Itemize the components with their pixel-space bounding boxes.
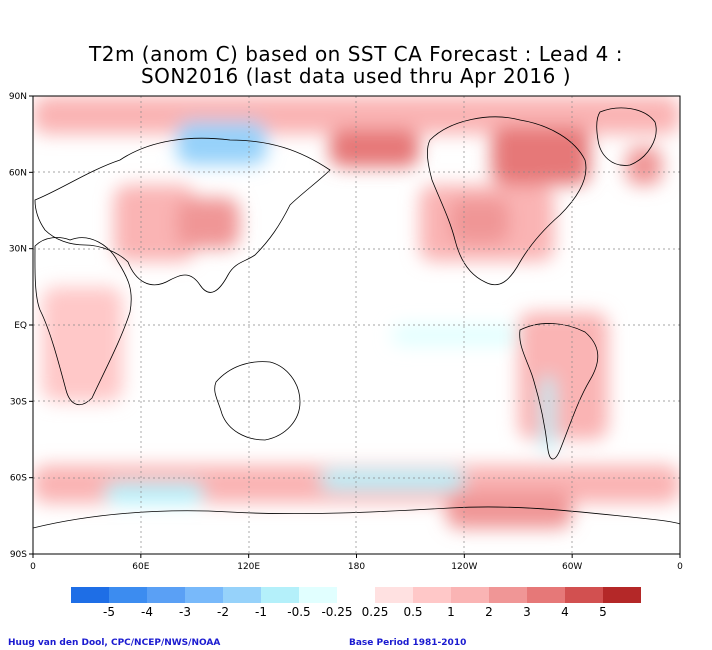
anomaly-region — [518, 312, 609, 440]
coast-africa — [34, 237, 132, 406]
anomaly-region — [113, 185, 195, 262]
anomaly-region — [446, 490, 573, 529]
colorbar-label: -4 — [141, 605, 153, 619]
colorbar-swatch — [413, 587, 451, 603]
colorbar-swatch — [223, 587, 261, 603]
lat-label: 30S — [10, 397, 27, 407]
map-title-line-2: SON2016 (last data used thru Apr 2016 ) — [140, 64, 572, 88]
lon-label: 0 — [677, 562, 683, 572]
colorbar-label: -2 — [217, 605, 229, 619]
anomaly-region — [320, 470, 465, 491]
map-title-line-1: T2m (anom C) based on SST CA Forecast : … — [89, 42, 623, 66]
anomaly-region — [41, 286, 123, 402]
colorbar — [71, 587, 641, 603]
colorbar-swatch — [299, 587, 337, 603]
coast-australia — [214, 361, 301, 441]
anomaly-region — [104, 482, 204, 504]
anomaly-region — [392, 325, 519, 346]
anomaly-field — [33, 96, 680, 529]
colorbar-label: -1 — [255, 605, 267, 619]
colorbar-label: 4 — [561, 605, 569, 619]
coast-greenland — [596, 107, 657, 166]
lon-label: 180 — [348, 562, 365, 572]
anomaly-region — [176, 121, 267, 165]
longitude-labels: 0 60E 120E 180 120W 60W 0 — [30, 554, 683, 572]
anomaly-region — [176, 197, 240, 249]
anomaly-region — [491, 126, 591, 186]
colorbar-label: 0.25 — [362, 605, 389, 619]
colorbar-swatch — [527, 587, 565, 603]
credit-text: Huug van den Dool, CPC/NCEP/NWS/NOAA — [8, 638, 221, 648]
lat-label: 90N — [9, 92, 27, 102]
colorbar-label: 1 — [447, 605, 455, 619]
colorbar-swatch — [375, 587, 413, 603]
coast-antarctica — [33, 506, 680, 529]
colorbar-label: -0.25 — [321, 605, 352, 619]
colorbar-labels: -5 -4 -3 -2 -1 -0.5 -0.25 0.25 0.5 1 2 3 4 5 — [103, 605, 607, 619]
lon-label: 60E — [132, 562, 149, 572]
anomaly-region — [449, 197, 510, 244]
anomaly-region — [329, 129, 420, 168]
colorbar-swatch — [337, 587, 375, 603]
colorbar-label: 3 — [523, 605, 531, 619]
colorbar-swatch — [71, 587, 109, 603]
colorbar-label: -3 — [179, 605, 191, 619]
base-period-text: Base Period 1981-2010 — [349, 638, 467, 648]
colorbar-label: -0.5 — [287, 605, 310, 619]
lat-label: 60N — [9, 168, 27, 178]
coast-south-america — [519, 323, 599, 460]
lon-label: 120W — [451, 562, 477, 572]
coast-eurasia — [34, 137, 331, 293]
colorbar-label: 2 — [485, 605, 493, 619]
lat-label: 30N — [9, 245, 27, 255]
anomaly-region — [626, 146, 663, 186]
lon-label: 60W — [562, 562, 582, 572]
colorbar-swatch — [565, 587, 603, 603]
lon-label: 120E — [237, 562, 260, 572]
anomaly-region — [541, 375, 555, 453]
graticule — [33, 96, 680, 554]
lon-label: 0 — [30, 562, 36, 572]
colorbar-label: 0.5 — [403, 605, 422, 619]
lat-label: 60S — [10, 474, 27, 484]
colorbar-label: 5 — [599, 605, 607, 619]
colorbar-swatch — [489, 587, 527, 603]
lat-label: EQ — [14, 321, 27, 331]
colorbar-swatch — [185, 587, 223, 603]
colorbar-swatch — [603, 587, 641, 603]
coastlines — [33, 107, 680, 529]
colorbar-swatch — [451, 587, 489, 603]
coast-north-america — [426, 116, 587, 286]
colorbar-swatch — [109, 587, 147, 603]
latitude-labels: 90N 60N 30N EQ 30S 60S 90S — [9, 92, 33, 560]
colorbar-swatch — [147, 587, 185, 603]
colorbar-label: -5 — [103, 605, 115, 619]
lat-label: 90S — [10, 550, 27, 560]
colorbar-swatch — [261, 587, 299, 603]
